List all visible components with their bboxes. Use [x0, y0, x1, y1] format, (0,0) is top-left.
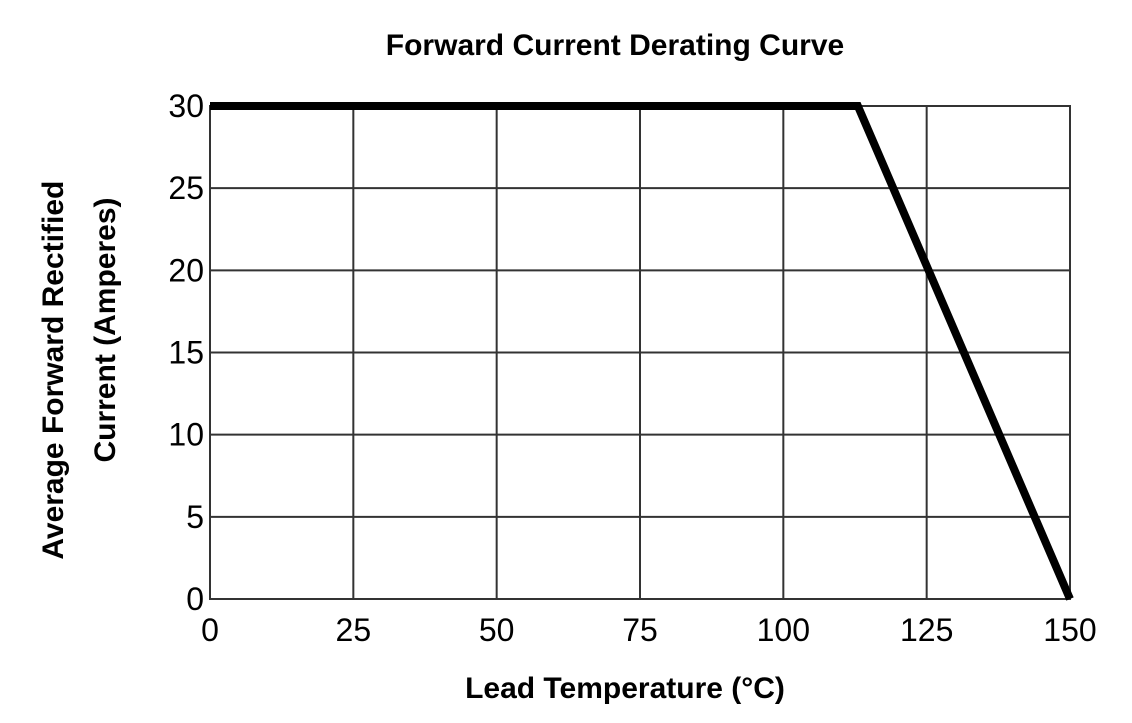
x-tick-label: 150 — [1043, 612, 1096, 648]
x-tick-label: 75 — [622, 612, 658, 648]
x-axis-label: Lead Temperature (°C) — [465, 672, 785, 705]
y-axis-label: Average Forward Rectified Current (Amper… — [37, 172, 122, 559]
grid — [209, 105, 1071, 600]
derating-curve-line — [210, 102, 1074, 601]
y-tick-label: 10 — [168, 417, 204, 453]
y-axis-ticks: 0 5 10 15 20 25 30 — [168, 88, 204, 617]
y-tick-label: 0 — [186, 581, 204, 617]
y-tick-label: 15 — [168, 335, 204, 371]
x-tick-label: 100 — [757, 612, 810, 648]
y-tick-label: 20 — [168, 252, 204, 288]
chart-title: Forward Current Derating Curve — [386, 29, 844, 62]
x-tick-label: 0 — [201, 612, 219, 648]
y-tick-label: 30 — [168, 88, 204, 124]
x-axis-ticks: 0 25 50 75 100 125 150 — [201, 612, 1097, 648]
x-tick-label: 25 — [336, 612, 372, 648]
y-tick-label: 5 — [186, 499, 204, 535]
y-axis-label-line-2: Current (Amperes) — [89, 197, 122, 462]
x-tick-label: 125 — [900, 612, 953, 648]
y-axis-label-line-1: Average Forward Rectified — [37, 181, 70, 560]
x-tick-label: 50 — [479, 612, 515, 648]
y-tick-label: 25 — [168, 170, 204, 206]
series — [210, 102, 1074, 601]
